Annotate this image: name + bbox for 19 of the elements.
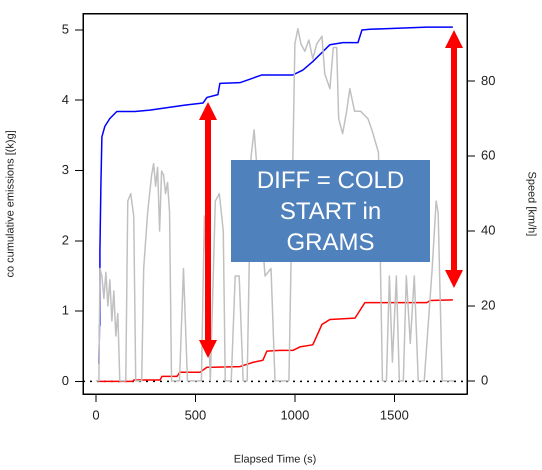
y2-tick-label: 20	[481, 298, 496, 313]
x-tick-label: 1500	[380, 407, 409, 422]
y-axis-title: co cumulative emissions [(k)g]	[4, 130, 17, 278]
y-tick-label: 3	[62, 162, 69, 178]
x-axis-title: Elapsed Time (s)	[234, 453, 316, 466]
y-tick-label: 2	[62, 232, 69, 248]
x-tick-label: 0	[92, 407, 100, 422]
y2-axis-title: Speed [km/h]	[525, 171, 538, 236]
y-tick-label: 1	[62, 302, 69, 318]
y2-tick-label: 60	[481, 148, 496, 163]
y-tick-label: 0	[62, 372, 69, 388]
annotation: DIFF = COLD START in GRAMS	[231, 160, 430, 262]
y-tick-label: 4	[62, 92, 69, 107]
y2-tick-label: 40	[481, 222, 496, 238]
x-tick-label: 500	[184, 407, 206, 422]
y2-tick-label: 80	[481, 72, 496, 88]
y-tick-label: 5	[62, 22, 69, 37]
x-tick-label: 1000	[280, 407, 310, 422]
y2-tick-label: 0	[481, 372, 488, 388]
